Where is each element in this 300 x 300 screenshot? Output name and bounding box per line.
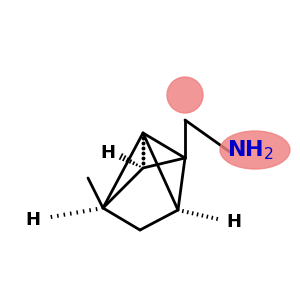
Text: H: H [226,213,242,231]
Circle shape [167,77,203,113]
Ellipse shape [220,131,290,169]
Text: NH$_2$: NH$_2$ [227,138,274,162]
Text: H: H [26,211,40,229]
Text: H: H [100,144,116,162]
